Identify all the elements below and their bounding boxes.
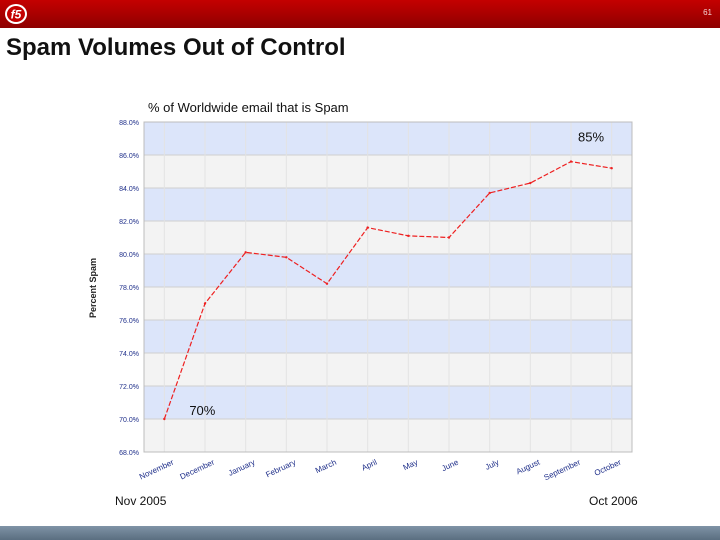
x-tick-label: September [543, 458, 583, 483]
chart-title: % of Worldwide email that is Spam [148, 100, 349, 115]
end-date-label: Oct 2006 [589, 494, 638, 508]
f5-logo-icon: f5 [5, 4, 27, 24]
x-tick-label: May [402, 458, 420, 473]
plot-frame [143, 121, 633, 453]
data-point [366, 226, 369, 229]
data-point [244, 251, 247, 254]
y-tick-label: 80.0% [119, 252, 139, 259]
y-tick-label: 88.0% [119, 120, 139, 127]
grid-band [144, 287, 632, 320]
y-tick-label: 84.0% [119, 186, 139, 193]
y-axis-label: Percent Spam [88, 258, 98, 318]
data-point [447, 236, 451, 239]
grid-band [144, 221, 632, 254]
y-tick-label: 82.0% [119, 219, 139, 226]
logo-text: f5 [11, 8, 22, 22]
grid-band [144, 155, 632, 188]
grid-band [144, 122, 632, 155]
x-tick-label: December [179, 458, 217, 482]
data-point [407, 234, 410, 238]
slide-number: 61 [703, 8, 712, 17]
y-tick-label: 76.0% [119, 318, 139, 325]
start-date-label: Nov 2005 [115, 494, 167, 508]
x-tick-label: November [138, 458, 176, 482]
y-tick-label: 86.0% [119, 153, 139, 160]
grid-band [144, 188, 632, 221]
data-point [610, 167, 613, 170]
annotation-label: 70% [189, 403, 215, 418]
top-banner: f5 61 [0, 0, 720, 28]
data-point [325, 282, 329, 285]
x-tick-label: April [360, 458, 379, 473]
data-point [203, 302, 207, 305]
data-point [285, 256, 288, 259]
x-tick-label: June [440, 457, 460, 473]
grid-band [144, 419, 632, 452]
grid-band [144, 254, 632, 287]
bottom-banner [0, 526, 720, 540]
annotation-label: 85% [578, 130, 604, 145]
slide-title: Spam Volumes Out of Control [6, 34, 346, 61]
grid-band [144, 320, 632, 353]
grid-band [144, 386, 632, 419]
data-point [163, 417, 166, 421]
data-point [488, 191, 491, 195]
y-tick-label: 70.0% [119, 417, 139, 424]
x-tick-label: October [593, 458, 623, 478]
x-tick-label: March [314, 458, 338, 476]
x-tick-label: July [484, 458, 501, 472]
x-tick-label: February [264, 458, 297, 480]
x-tick-label: January [227, 458, 257, 478]
y-tick-label: 72.0% [119, 384, 139, 391]
y-tick-label: 68.0% [119, 450, 139, 457]
y-tick-label: 74.0% [119, 351, 139, 358]
data-point [529, 181, 532, 185]
series-line [163, 160, 612, 420]
x-tick-label: August [515, 457, 542, 476]
grid-band [144, 353, 632, 386]
data-point [569, 160, 573, 163]
y-tick-label: 78.0% [119, 285, 139, 292]
